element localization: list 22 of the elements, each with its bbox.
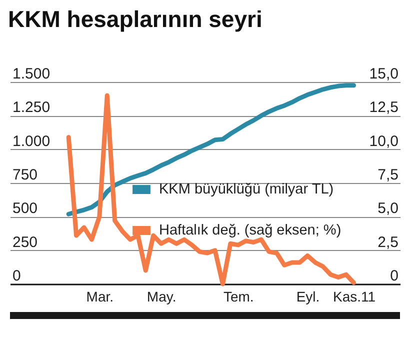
y2-tick-label: 12,5 (369, 99, 398, 116)
y2-tick-label: 2,5 (378, 234, 398, 251)
x-tick-label: May. (146, 288, 176, 304)
x-tick-label: Tem. (223, 288, 254, 304)
y-tick-label: 1.000 (12, 132, 50, 150)
y-tick-label: 500 (12, 200, 38, 218)
x-tick-label: Kas.11 (332, 288, 376, 304)
y-tick-label: 1.250 (12, 99, 50, 116)
y-tick-label: 250 (12, 234, 38, 251)
x-tick-label: Eyl. (296, 288, 320, 304)
y-tick-label: 0 (12, 268, 21, 284)
chart-title: KKM hesaplarının seyri (8, 6, 262, 32)
legend-label: KKM büyüklüğü (milyar TL) (159, 182, 334, 198)
y2-tick-label: 7,5 (378, 166, 398, 184)
y2-tick-label: 10,0 (369, 132, 398, 150)
y2-tick-label: 5,0 (378, 200, 398, 218)
y2-tick-label: 15,0 (369, 66, 398, 82)
x-tick-label: Mar. (86, 288, 114, 304)
y2-tick-label: 0 (390, 268, 398, 284)
y-tick-label: 750 (12, 166, 38, 184)
legend-label: Haftalık değ. (sağ eksen; %) (159, 222, 342, 238)
y-tick-label: 1.500 (12, 66, 50, 82)
